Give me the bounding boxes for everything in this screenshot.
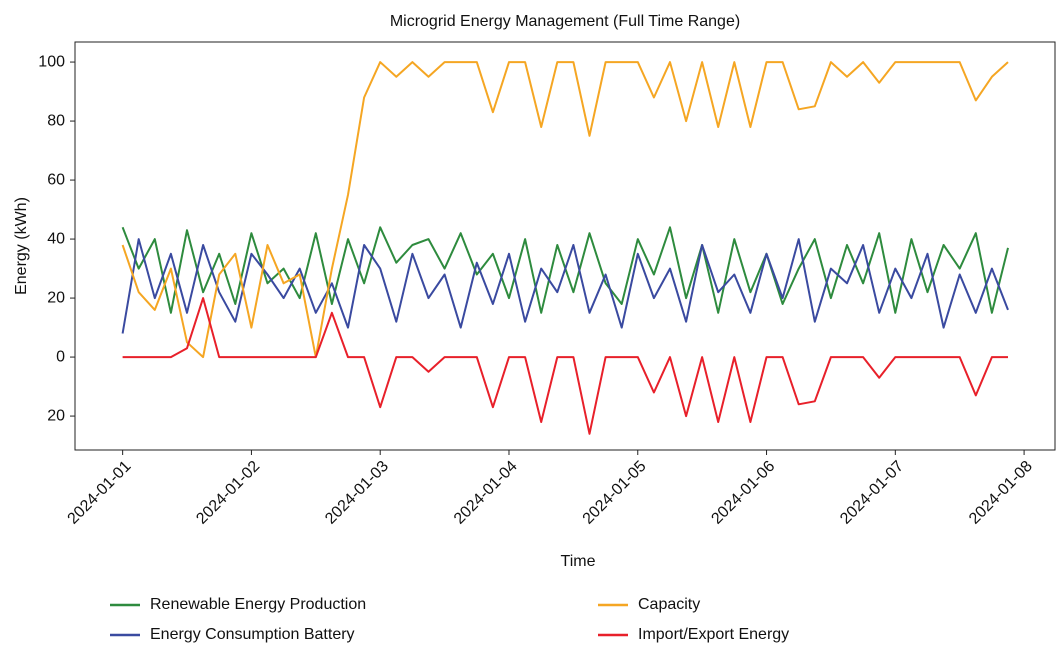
legend-label: Renewable Energy Production bbox=[150, 596, 366, 613]
series-line bbox=[121, 61, 1009, 359]
y-tick-label: 20 bbox=[47, 289, 65, 306]
series-line bbox=[122, 297, 1008, 435]
y-axis-label: Energy (kWh) bbox=[13, 197, 30, 295]
legend-label: Energy Consumption Battery bbox=[150, 626, 355, 643]
x-axis-label: Time bbox=[561, 553, 596, 570]
legend-label: Capacity bbox=[638, 596, 700, 613]
plot-frame bbox=[74, 41, 1056, 451]
x-tick-label: 2024-01-07 bbox=[837, 458, 907, 528]
series-line bbox=[121, 238, 1009, 334]
chart-title: Microgrid Energy Management (Full Time R… bbox=[390, 13, 740, 30]
x-tick-label: 2024-01-01 bbox=[65, 458, 135, 528]
y-tick-label: 60 bbox=[47, 171, 65, 188]
y-tick-label: 20 bbox=[47, 407, 65, 424]
x-tick-label: 2024-01-06 bbox=[708, 458, 778, 528]
y-tick-label: 0 bbox=[56, 348, 65, 365]
x-tick-label: 2024-01-08 bbox=[966, 458, 1036, 528]
x-tick-label: 2024-01-02 bbox=[193, 458, 263, 528]
x-tick-label: 2024-01-03 bbox=[322, 458, 392, 528]
y-tick-label: 100 bbox=[38, 53, 65, 70]
x-tick-label: 2024-01-05 bbox=[580, 458, 650, 528]
y-tick-label: 80 bbox=[47, 112, 65, 129]
x-tick-label: 2024-01-04 bbox=[451, 458, 521, 528]
legend-label: Import/Export Energy bbox=[638, 626, 789, 643]
y-tick-label: 40 bbox=[47, 230, 65, 247]
